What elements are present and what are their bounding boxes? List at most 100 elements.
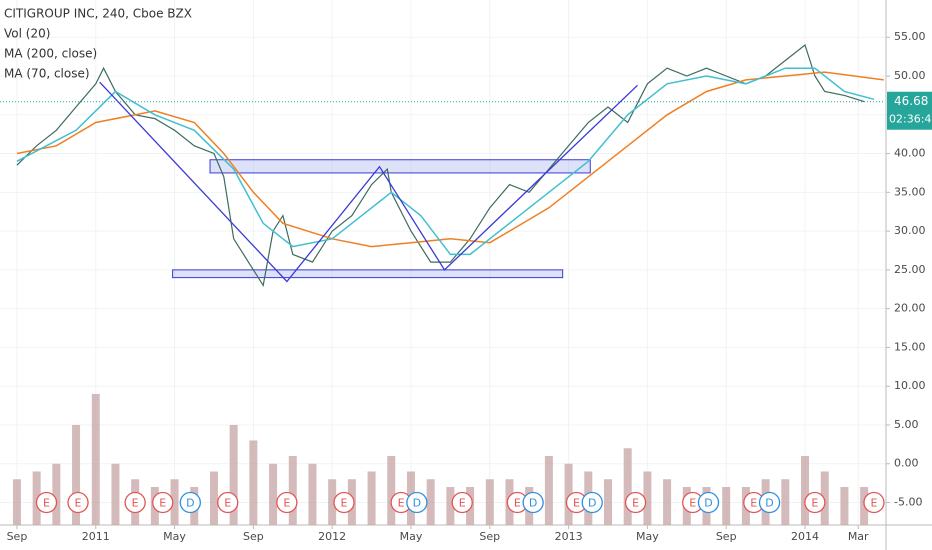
volume-bar xyxy=(485,479,494,525)
y-tick-label: 55.00 xyxy=(894,30,926,43)
volume-bar xyxy=(32,471,41,525)
event-label: E xyxy=(283,497,290,510)
x-tick-label: May xyxy=(636,530,659,543)
x-tick-label: Sep xyxy=(716,530,737,543)
price-line xyxy=(16,43,865,288)
x-tick-label: 2011 xyxy=(82,530,110,543)
event-label: D xyxy=(529,497,537,510)
event-marker xyxy=(152,491,174,514)
event-marker xyxy=(179,491,201,514)
event-label: E xyxy=(398,497,405,510)
event-label: D xyxy=(413,497,421,510)
zone xyxy=(172,269,564,279)
event-label: E xyxy=(573,497,580,510)
event-marker xyxy=(124,491,146,514)
event-label: E xyxy=(811,497,818,510)
volume-bar xyxy=(820,471,829,525)
volume-bar xyxy=(367,471,376,525)
event-label: D xyxy=(765,497,773,510)
volume-bar xyxy=(663,479,672,525)
event-label: D xyxy=(588,497,596,510)
event-label: E xyxy=(514,497,521,510)
event-label: E xyxy=(132,497,139,510)
x-tick-label: 2014 xyxy=(791,530,819,543)
event-marker xyxy=(276,491,298,514)
x-tick-label: May xyxy=(400,530,423,543)
volume-bar xyxy=(643,471,652,525)
event-marker xyxy=(581,491,603,514)
volume-bar xyxy=(209,471,218,525)
zone xyxy=(209,159,591,174)
volume-bar xyxy=(564,463,573,525)
event-marker xyxy=(406,491,428,514)
event-label: D xyxy=(704,497,712,510)
last-price-label: 46.68 xyxy=(894,94,928,108)
ma-line xyxy=(16,71,884,248)
y-tick-label: -5.00 xyxy=(894,496,922,509)
trendline xyxy=(99,81,638,283)
volume-bar xyxy=(72,424,81,525)
volume-bar xyxy=(840,487,849,525)
volume-bar xyxy=(12,479,21,525)
event-label: E xyxy=(870,497,877,510)
volume-bar xyxy=(328,479,337,525)
x-tick-label: Mar xyxy=(848,530,869,543)
event-marker xyxy=(333,491,355,514)
y-tick-label: 5.00 xyxy=(894,418,919,431)
volume-bar xyxy=(426,479,435,525)
volume-bar xyxy=(111,463,120,525)
volume-bar xyxy=(603,479,612,525)
event-marker xyxy=(217,491,239,514)
y-tick-label: 35.00 xyxy=(894,185,926,198)
event-label: E xyxy=(632,497,639,510)
y-tick-label: 30.00 xyxy=(894,224,926,237)
volume-bar xyxy=(801,455,810,525)
volume-bar xyxy=(544,455,553,525)
volume-bar xyxy=(387,455,396,525)
x-tick-label: 2013 xyxy=(555,530,583,543)
event-marker xyxy=(863,491,885,514)
event-marker xyxy=(758,491,781,514)
y-tick-label: 20.00 xyxy=(894,302,926,315)
x-tick-label: 2012 xyxy=(318,530,346,543)
volume-bar xyxy=(229,424,238,525)
event-marker xyxy=(451,491,473,514)
x-tick-label: Sep xyxy=(7,530,28,543)
event-label: D xyxy=(186,497,194,510)
legend-ma200: MA (200, close) xyxy=(4,47,97,61)
x-tick-label: Sep xyxy=(243,530,264,543)
volume-bar xyxy=(52,463,61,525)
ma-line xyxy=(16,67,875,256)
y-tick-label: 15.00 xyxy=(894,340,926,353)
volume-bar xyxy=(781,479,790,525)
last-price-box xyxy=(887,91,932,130)
volume-bar xyxy=(446,487,455,525)
event-label: E xyxy=(689,497,696,510)
volume-bar xyxy=(91,393,100,525)
y-tick-label: 40.00 xyxy=(894,147,926,160)
event-marker xyxy=(522,491,544,514)
event-label: E xyxy=(750,497,757,510)
volume-bar xyxy=(623,448,632,525)
event-marker xyxy=(35,491,58,514)
countdown: 02:36:42 xyxy=(889,113,932,126)
event-label: E xyxy=(159,497,166,510)
volume-bar xyxy=(170,479,179,525)
event-label: E xyxy=(459,497,466,510)
volume-bar xyxy=(269,463,278,525)
legend-ma70: MA (70, close) xyxy=(4,67,90,81)
event-label: E xyxy=(341,497,348,510)
volume-bar xyxy=(288,455,297,525)
legend-symbol: CITIGROUP INC, 240, Cboe BZX xyxy=(4,7,192,21)
volume-bar xyxy=(249,440,258,525)
x-tick-label: Sep xyxy=(479,530,500,543)
event-marker xyxy=(697,491,720,514)
event-marker xyxy=(624,491,647,514)
x-tick-label: May xyxy=(163,530,186,543)
event-marker xyxy=(67,491,89,514)
event-marker xyxy=(804,491,826,514)
y-tick-label: 50.00 xyxy=(894,69,926,82)
volume-bar xyxy=(308,463,317,525)
